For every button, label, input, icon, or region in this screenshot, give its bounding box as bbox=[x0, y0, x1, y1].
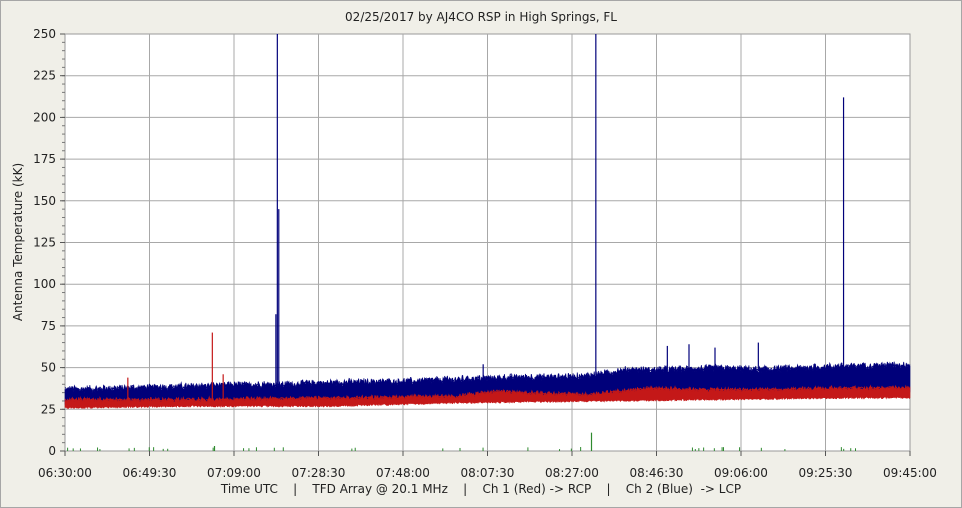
x-tick-label: 06:49:30 bbox=[123, 466, 177, 480]
y-tick-label: 0 bbox=[48, 444, 56, 458]
green-baseline bbox=[67, 447, 856, 451]
x-axis-label: Time UTC | TFD Array @ 20.1 MHz | Ch 1 (… bbox=[220, 482, 742, 496]
y-ticks: 0 25 50 75 100 125 150 175 200 225 250 bbox=[33, 27, 65, 458]
y-tick-label: 150 bbox=[33, 194, 56, 208]
chart-title: 02/25/2017 by AJ4CO RSP in High Springs,… bbox=[345, 10, 617, 24]
spikes-2 bbox=[213, 432, 593, 451]
y-tick-label: 125 bbox=[33, 236, 56, 250]
series-layer bbox=[64, 34, 911, 451]
y-tick-label: 100 bbox=[33, 277, 56, 291]
x-tick-label: 07:48:00 bbox=[376, 466, 430, 480]
x-tick-label: 08:46:30 bbox=[630, 466, 684, 480]
y-tick-label: 50 bbox=[41, 361, 56, 375]
series-ch1-red bbox=[64, 384, 911, 410]
series-trace bbox=[64, 384, 911, 404]
spikes-0 bbox=[275, 34, 845, 386]
y-tick-label: 200 bbox=[33, 110, 56, 124]
x-tick-label: 09:45:00 bbox=[883, 466, 937, 480]
y-tick-label: 250 bbox=[33, 27, 56, 41]
y-tick-label: 175 bbox=[33, 152, 56, 166]
x-ticks: 06:30:00 06:49:30 07:09:00 07:28:30 07:48:00… bbox=[38, 451, 937, 480]
x-tick-label: 07:28:30 bbox=[292, 466, 346, 480]
x-tick-label: 07:09:00 bbox=[207, 466, 261, 480]
y-tick-label: 225 bbox=[33, 69, 56, 83]
y-tick-label: 25 bbox=[41, 402, 56, 416]
x-tick-label: 08:07:30 bbox=[461, 466, 515, 480]
series-trace bbox=[64, 361, 911, 393]
spikes-1 bbox=[127, 332, 224, 401]
x-tick-label: 08:27:00 bbox=[545, 466, 599, 480]
x-tick-label: 09:25:30 bbox=[799, 466, 853, 480]
x-tick-label: 06:30:00 bbox=[38, 466, 92, 480]
x-tick-label: 09:06:00 bbox=[714, 466, 768, 480]
y-tick-label: 75 bbox=[41, 319, 56, 333]
